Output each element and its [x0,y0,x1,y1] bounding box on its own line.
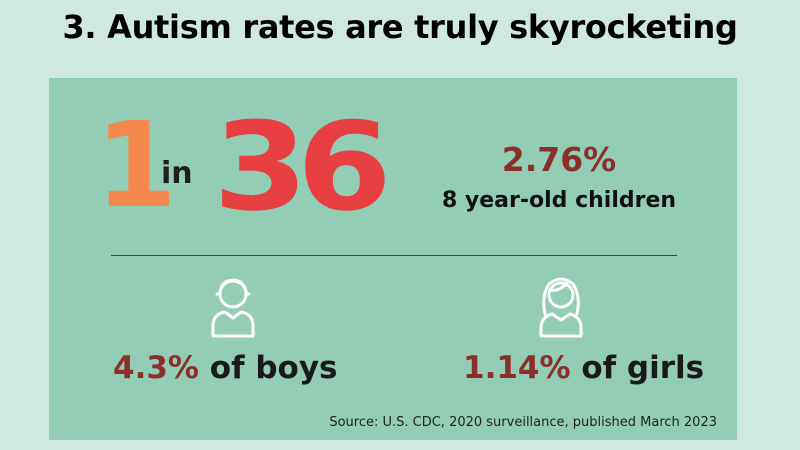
overall-description: 8 year-old children [441,188,677,213]
overall-percent: 2.76% [501,140,617,179]
ratio-denominator: 36 [213,96,392,238]
girls-stat: 1.14% of girls [463,350,704,386]
boys-percent: 4.3% [113,350,199,386]
ratio-connector: in [161,156,193,191]
infographic-panel: 1 in 36 2.76% 8 year-old children 4.3% o… [49,78,737,440]
ratio-numerator: 1 [95,96,177,234]
girl-icon [539,277,583,338]
boys-label: of boys [198,350,338,386]
boys-stat: 4.3% of boys [113,350,338,386]
girls-percent: 1.14% [463,350,571,386]
girls-label: of girls [570,350,705,386]
divider [111,255,677,256]
slide-title: 3. Autism rates are truly skyrocketing [62,8,738,46]
source-citation: Source: U.S. CDC, 2020 surveillance, pub… [329,415,717,430]
boy-icon [211,278,255,338]
